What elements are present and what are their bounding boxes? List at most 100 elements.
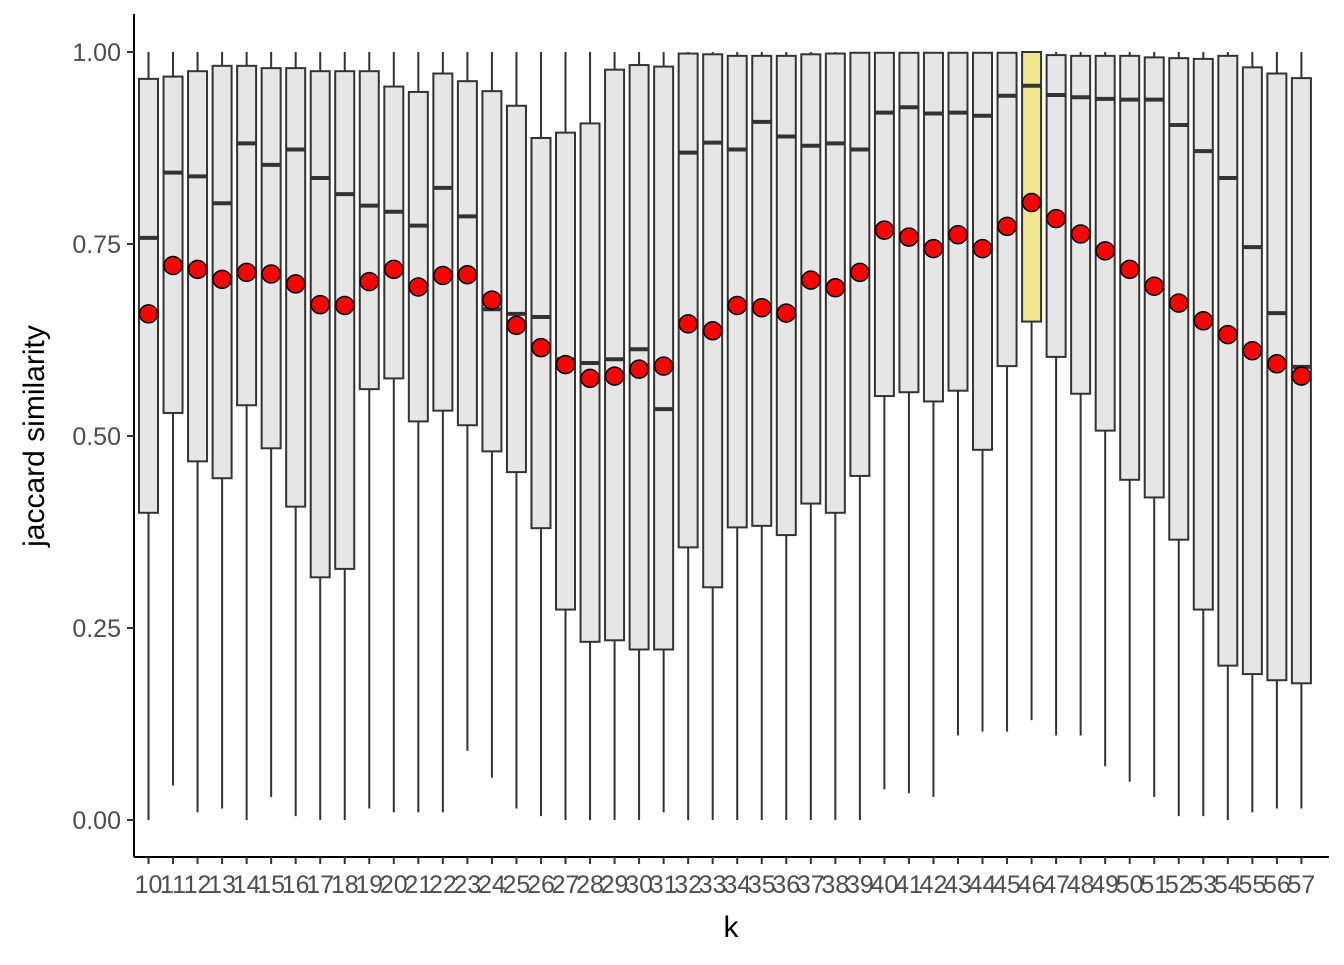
y-tick-label: 0.75 (72, 231, 121, 259)
x-tick-label: 42 (920, 871, 948, 899)
mean-point-k-40 (874, 220, 895, 240)
x-tick-label: 56 (1263, 871, 1291, 899)
mean-point-k-26 (531, 337, 551, 358)
mean-point-k-28 (580, 368, 600, 389)
x-tick-label: 46 (1018, 871, 1046, 899)
box-k-25 (505, 52, 527, 809)
box-k-53 (1192, 52, 1214, 817)
box-iqr (726, 54, 748, 529)
mean-point-k-34 (727, 295, 747, 316)
y-ticks: 0.00 0.25 0.50 0.75 1.00 (72, 39, 134, 835)
mean-point-k-55 (1242, 341, 1263, 361)
box-k-17 (309, 52, 331, 820)
box-k-43 (947, 51, 969, 736)
box-k-37 (800, 52, 822, 820)
box-k-35 (751, 52, 773, 820)
x-tick-label: 53 (1189, 871, 1217, 899)
mean-point-k-10 (138, 304, 159, 324)
box-k-14 (236, 52, 258, 820)
mean-point-k-31 (653, 356, 674, 376)
x-tick-label: 57 (1288, 871, 1316, 899)
box-k-47 (1045, 52, 1067, 736)
mean-point-k-41 (899, 227, 919, 247)
box-iqr (481, 90, 503, 453)
box-iqr (1266, 72, 1288, 682)
mean-point-k-49 (1095, 241, 1115, 261)
box-k-51 (1143, 52, 1165, 797)
mean-point-k-14 (236, 262, 257, 283)
mean-point-k-52 (1169, 293, 1189, 313)
x-tick-label: 38 (821, 871, 849, 899)
mean-point-k-53 (1193, 311, 1214, 331)
mean-point-k-24 (482, 290, 502, 310)
box-k-34 (726, 52, 748, 820)
x-tick-label: 11 (160, 871, 186, 899)
x-tick-label: 52 (1165, 871, 1193, 899)
box-k-27 (555, 52, 577, 820)
mean-point-k-32 (678, 314, 698, 334)
x-tick-label: 19 (355, 871, 383, 899)
x-tick-label: 30 (625, 871, 653, 899)
x-tick-label: 22 (429, 871, 457, 899)
mean-point-k-33 (702, 321, 723, 341)
box-k-11 (162, 52, 184, 786)
box-iqr (898, 51, 920, 394)
x-tick-label: 34 (723, 871, 751, 899)
box-iqr (751, 54, 773, 527)
x-tick-label: 14 (233, 871, 261, 899)
box-iqr (456, 80, 478, 427)
y-tick-label: 0.25 (72, 615, 121, 643)
box-k-46 (1021, 51, 1043, 721)
box-k-42 (922, 51, 944, 797)
x-ticks: 1011121314151617181920212223242526272829… (135, 857, 1316, 899)
x-tick-label: 54 (1214, 871, 1242, 899)
box-k-16 (285, 52, 307, 817)
x-tick-label: 17 (306, 871, 334, 899)
box-iqr (1192, 57, 1214, 611)
box-iqr (1217, 54, 1239, 667)
x-tick-label: 27 (552, 871, 580, 899)
mean-point-k-35 (752, 297, 772, 318)
mean-point-k-47 (1046, 208, 1066, 229)
box-k-39 (849, 51, 871, 820)
x-tick-label: 32 (674, 871, 702, 899)
mean-point-k-37 (801, 270, 821, 290)
box-iqr (309, 70, 331, 579)
mean-point-k-36 (776, 303, 797, 323)
mean-point-k-30 (629, 359, 649, 379)
box-k-57 (1290, 52, 1312, 809)
y-tick-label: 0.00 (72, 807, 121, 835)
mean-point-k-18 (334, 295, 355, 316)
box-iqr (702, 53, 724, 589)
box-k-49 (1094, 52, 1116, 767)
box-k-10 (138, 52, 159, 820)
mean-point-k-56 (1267, 354, 1287, 374)
x-tick-label: 47 (1042, 871, 1070, 899)
box-k-22 (432, 52, 454, 813)
mean-point-k-19 (359, 271, 380, 292)
x-tick-label: 45 (993, 871, 1021, 899)
x-tick-label: 12 (184, 871, 212, 899)
box-iqr (162, 75, 184, 414)
box-iqr (334, 70, 356, 570)
box-k-30 (628, 52, 650, 820)
y-tick-label: 1.00 (72, 39, 121, 67)
box-iqr (530, 137, 552, 530)
x-tick-label: 26 (527, 871, 555, 899)
mean-point-k-48 (1070, 224, 1091, 244)
box-iqr (260, 67, 282, 450)
x-tick-label: 50 (1116, 871, 1144, 899)
box-k-54 (1217, 52, 1239, 820)
x-tick-label: 49 (1091, 871, 1119, 899)
box-k-32 (677, 52, 699, 820)
mean-point-k-21 (408, 277, 429, 297)
box-k-26 (530, 52, 552, 817)
box-iqr (628, 64, 650, 651)
box-k-38 (824, 52, 846, 820)
box-k-28 (579, 52, 601, 820)
x-tick-label: 41 (895, 871, 923, 899)
box-k-33 (702, 52, 724, 820)
y-axis-title: jaccard similarity (18, 325, 51, 548)
